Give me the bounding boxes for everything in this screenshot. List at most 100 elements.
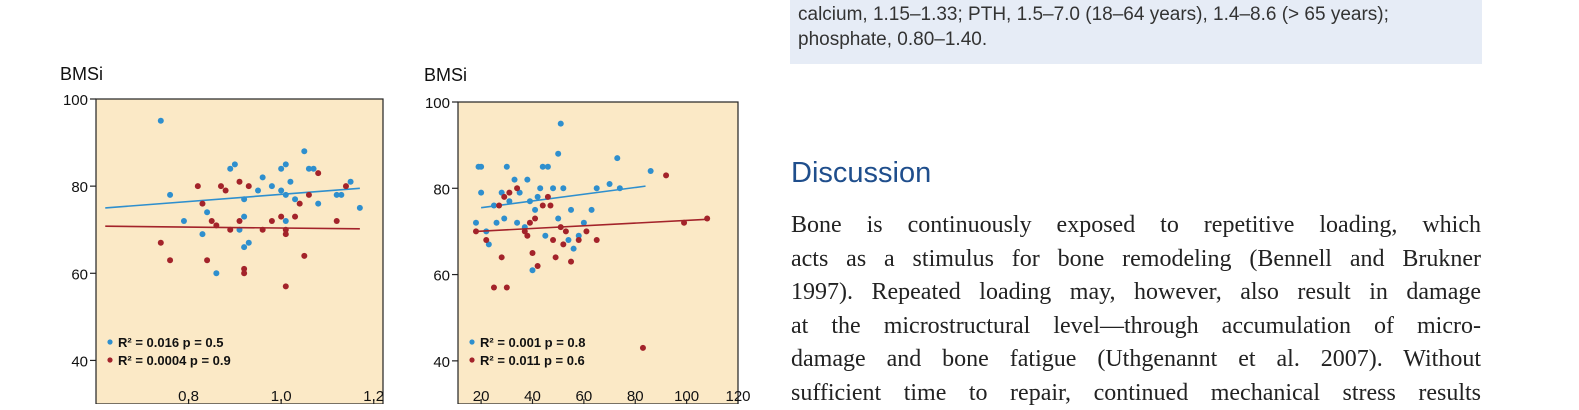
blue-data-point [565, 237, 571, 243]
red-data-point [278, 214, 284, 220]
blue-data-point [357, 205, 363, 211]
red-data-point [640, 345, 646, 351]
blue-data-point [283, 192, 289, 198]
blue-data-point [348, 179, 354, 185]
blue-data-point [555, 151, 561, 157]
blue-data-point [232, 161, 238, 167]
blue-data-point [512, 177, 518, 183]
red-data-point [583, 228, 589, 234]
blue-data-point [617, 185, 623, 191]
red-data-point [681, 220, 687, 226]
y-tick-label: 100 [63, 92, 88, 109]
blue-data-point [283, 218, 289, 224]
blue-data-point [648, 168, 654, 174]
blue-data-point [227, 166, 233, 172]
blue-data-point [545, 164, 551, 170]
blue-data-point [278, 166, 284, 172]
paragraph-line: sufficient time to repair, continued mec… [791, 377, 1481, 410]
blue-data-point [540, 164, 546, 170]
blue-data-point [607, 181, 613, 187]
blue-data-point [506, 198, 512, 204]
red-data-point [550, 237, 556, 243]
red-legend-marker [107, 357, 112, 362]
red-data-point [246, 183, 252, 189]
table-footnote-box: calcium, 1.15–1.33; PTH, 1.5–7.0 (18–64 … [790, 0, 1482, 64]
blue-data-point [504, 164, 510, 170]
red-data-point [260, 227, 266, 233]
x-tick-label: 120 [725, 388, 750, 404]
blue-data-point [255, 188, 261, 194]
red-data-point [540, 203, 546, 209]
red-data-point [499, 254, 505, 260]
red-data-point [545, 194, 551, 200]
red-data-point [283, 231, 289, 237]
x-tick-label: 60 [576, 388, 593, 404]
red-legend-label: R² = 0.011 p = 0.6 [480, 353, 585, 368]
red-data-point [553, 254, 559, 260]
blue-data-point [514, 220, 520, 226]
red-data-point [504, 285, 510, 291]
blue-data-point [199, 231, 205, 237]
x-tick-label: 100 [674, 388, 699, 404]
blue-data-point [529, 267, 535, 273]
red-data-point [491, 285, 497, 291]
blue-data-point [473, 220, 479, 226]
blue-data-point [260, 174, 266, 180]
blue-data-point [594, 185, 600, 191]
red-data-point [343, 183, 349, 189]
blue-data-point [560, 185, 566, 191]
blue-data-point [241, 196, 247, 202]
red-data-point [301, 253, 307, 259]
red-data-point [501, 194, 507, 200]
blue-legend-marker [469, 339, 474, 344]
red-data-point [594, 237, 600, 243]
blue-data-point [555, 215, 561, 221]
red-data-point [223, 188, 229, 194]
blue-data-point [537, 185, 543, 191]
x-tick-label: 40 [524, 388, 541, 404]
section-heading-discussion: Discussion [791, 157, 931, 190]
blue-data-point [558, 121, 564, 127]
blue-data-point [501, 215, 507, 221]
blue-data-point [614, 155, 620, 161]
blue-data-point [278, 188, 284, 194]
red-data-point [283, 283, 289, 289]
blue-data-point [589, 207, 595, 213]
red-data-point [704, 215, 710, 221]
y-axis-label: BMSi [60, 64, 103, 84]
y-tick-label: 60 [71, 266, 88, 283]
paragraph-line: Bone is continuously exposed to repetiti… [791, 209, 1481, 243]
x-tick-label: 0.8 [178, 388, 199, 404]
blue-data-point [550, 185, 556, 191]
red-data-point [167, 257, 173, 263]
red-data-point [663, 172, 669, 178]
red-data-point [199, 201, 205, 207]
blue-data-point [301, 148, 307, 154]
red-data-point [334, 218, 340, 224]
blue-data-point [181, 218, 187, 224]
blue-data-point [287, 179, 293, 185]
blue-data-point [315, 201, 321, 207]
red-data-point [473, 228, 479, 234]
y-tick-label: 80 [433, 181, 450, 198]
paragraph-line: 1997). Repeated loading may, however, al… [791, 276, 1481, 310]
paragraph-line: acts as a stimulus for bone remodeling (… [791, 243, 1481, 277]
blue-data-point [246, 240, 252, 246]
red-data-point [524, 233, 530, 239]
blue-data-point [535, 194, 541, 200]
blue-data-point [494, 220, 500, 226]
blue-data-point [158, 118, 164, 124]
y-tick-label: 40 [71, 353, 88, 370]
red-data-point [269, 218, 275, 224]
red-data-point [315, 170, 321, 176]
red-data-point [529, 250, 535, 256]
red-data-point [218, 183, 224, 189]
blue-data-point [338, 192, 344, 198]
x-tick-label: 80 [627, 388, 644, 404]
red-data-point [576, 237, 582, 243]
red-data-point [563, 228, 569, 234]
red-data-point [297, 201, 303, 207]
